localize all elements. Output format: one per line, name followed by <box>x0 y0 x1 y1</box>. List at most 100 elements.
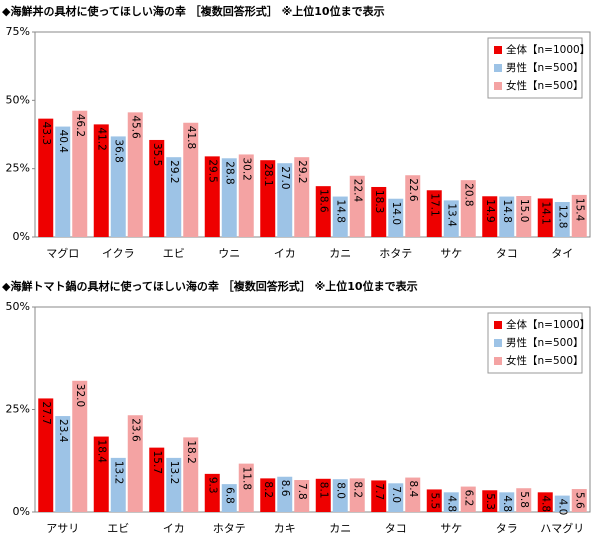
legend-label: 男性【n=500】 <box>506 336 584 349</box>
value-label: 23.4 <box>57 419 69 443</box>
bar <box>277 163 293 237</box>
x-tick-label: イカ <box>163 522 185 535</box>
bar <box>294 480 310 512</box>
bar <box>349 478 365 512</box>
value-label: 22.6 <box>407 178 419 202</box>
bar <box>38 398 54 512</box>
bar <box>294 157 310 237</box>
bar <box>405 175 421 237</box>
x-tick-label: エビ <box>163 247 185 260</box>
value-label: 14.9 <box>484 199 496 222</box>
x-tick-label: ホタテ <box>379 247 412 260</box>
x-tick-label: エビ <box>107 522 129 535</box>
bar <box>554 495 570 512</box>
value-label: 45.6 <box>129 115 141 139</box>
chart-title: ◆海鮮丼の具材に使ってほしい海の幸 ［複数回答形式］ ※上位10位まで表示 <box>2 4 385 18</box>
x-tick-label: アサリ <box>46 522 79 535</box>
x-tick-label: カニ <box>329 247 351 260</box>
value-label: 8.4 <box>407 481 419 498</box>
value-label: 14.0 <box>390 202 402 225</box>
value-label: 41.8 <box>185 126 197 149</box>
x-tick-label: ハマグリ <box>540 521 584 535</box>
value-label: 14.8 <box>334 200 346 223</box>
value-label: 18.3 <box>373 190 385 213</box>
bar <box>260 160 276 237</box>
value-label: 6.2 <box>462 490 474 507</box>
value-label: 41.2 <box>95 127 107 150</box>
y-tick-label: 50% <box>6 300 30 313</box>
bar <box>571 194 587 237</box>
x-tick-label: ウニ <box>218 247 240 260</box>
x-tick-label: サケ <box>440 247 462 260</box>
value-label: 29.5 <box>206 159 218 182</box>
value-label: 18.2 <box>185 440 197 463</box>
bar <box>110 136 126 237</box>
legend-label: 全体【n=1000】 <box>506 318 590 331</box>
bar <box>371 480 387 512</box>
value-label: 7.8 <box>296 483 308 500</box>
bar <box>499 196 515 237</box>
x-tick-label: マグロ <box>46 246 79 260</box>
value-label: 8.6 <box>279 480 291 497</box>
x-tick-label: ホタテ <box>213 522 246 535</box>
bar <box>221 158 237 237</box>
bar <box>55 126 71 237</box>
value-label: 36.8 <box>112 139 124 162</box>
bar <box>482 196 498 237</box>
bar <box>426 190 442 237</box>
x-tick-label: カニ <box>329 522 351 535</box>
bar <box>443 200 459 237</box>
value-label: 40.4 <box>57 130 69 154</box>
legend-swatch <box>494 82 502 90</box>
bar <box>554 202 570 237</box>
value-label: 6.8 <box>223 487 235 504</box>
legend-swatch <box>494 321 502 329</box>
bar <box>388 198 404 237</box>
bar <box>238 154 254 237</box>
value-label: 15.4 <box>573 198 585 222</box>
bar <box>127 112 143 237</box>
y-tick-label: 50% <box>6 93 30 106</box>
value-label: 5.8 <box>518 491 530 508</box>
bar <box>204 156 220 237</box>
x-tick-label: タコ <box>385 522 407 535</box>
bar <box>110 457 126 512</box>
bar <box>38 118 54 237</box>
legend-swatch <box>494 339 502 347</box>
value-label: 27.0 <box>279 166 291 189</box>
value-label: 4.8 <box>501 495 513 512</box>
legend-swatch <box>494 357 502 365</box>
y-tick-label: 25% <box>6 403 30 416</box>
bar <box>443 492 459 512</box>
value-label: 43.3 <box>40 122 52 145</box>
bar <box>388 483 404 512</box>
bar <box>315 478 331 512</box>
bar <box>332 479 348 512</box>
legend-label: 女性【n=500】 <box>506 354 584 367</box>
bar <box>221 484 237 512</box>
bar <box>371 186 387 237</box>
bar <box>72 110 88 237</box>
bar <box>571 489 587 512</box>
value-label: 9.3 <box>206 477 218 494</box>
value-label: 4.8 <box>445 495 457 512</box>
bar <box>499 492 515 512</box>
value-label: 4.0 <box>556 499 568 516</box>
bar <box>460 180 476 237</box>
legend-swatch <box>494 46 502 54</box>
bar <box>72 380 88 512</box>
value-label: 18.4 <box>95 440 107 464</box>
bar <box>516 196 532 237</box>
bar <box>183 437 199 512</box>
value-label: 29.2 <box>296 160 308 183</box>
value-label: 15.7 <box>151 451 163 474</box>
value-label: 29.2 <box>168 160 180 183</box>
value-label: 32.0 <box>74 384 86 407</box>
value-label: 28.8 <box>223 161 235 184</box>
x-tick-label: タコ <box>496 247 518 260</box>
bar <box>183 122 199 237</box>
y-tick-label: 0% <box>13 230 30 243</box>
value-label: 27.7 <box>40 401 52 424</box>
bar <box>93 124 109 237</box>
value-label: 13.4 <box>445 203 457 227</box>
